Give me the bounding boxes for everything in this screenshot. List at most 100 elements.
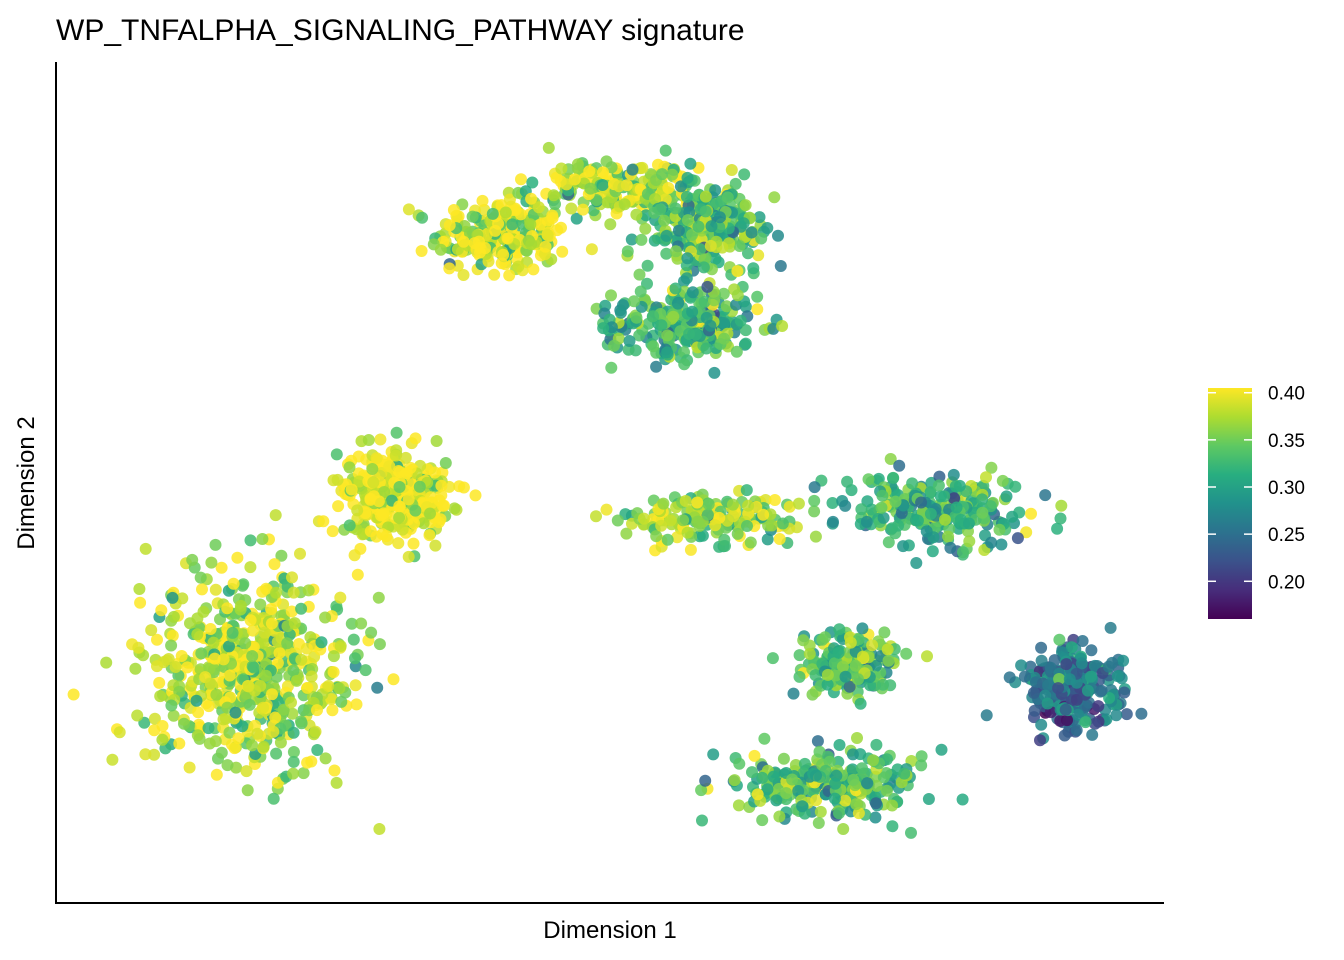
- data-point: [765, 519, 778, 532]
- data-point: [882, 654, 895, 667]
- data-point: [753, 211, 766, 224]
- data-point: [613, 180, 625, 193]
- data-point: [215, 561, 228, 574]
- data-point: [195, 647, 208, 660]
- data-point: [1056, 646, 1068, 659]
- data-point: [620, 527, 633, 540]
- data-point: [806, 688, 819, 701]
- data-point: [898, 767, 911, 780]
- data-point: [274, 736, 287, 749]
- data-point: [755, 232, 768, 245]
- data-point: [402, 493, 415, 506]
- colorbar-tick-label: 0.20: [1268, 572, 1305, 593]
- data-point: [878, 626, 891, 639]
- data-point: [905, 826, 917, 839]
- data-point: [639, 222, 652, 235]
- data-point: [597, 166, 609, 179]
- data-point: [257, 701, 270, 714]
- data-point: [169, 661, 182, 673]
- data-point: [856, 762, 868, 775]
- data-point: [980, 471, 992, 484]
- data-point: [677, 514, 690, 527]
- data-point: [812, 817, 825, 829]
- data-point: [469, 489, 482, 502]
- data-point: [728, 774, 741, 787]
- data-point: [821, 668, 834, 681]
- data-point: [345, 483, 358, 496]
- data-point: [304, 631, 317, 644]
- data-point: [506, 218, 519, 231]
- data-point: [738, 168, 751, 181]
- data-point: [671, 531, 684, 544]
- data-point: [365, 626, 378, 639]
- data-point: [190, 694, 203, 707]
- data-point: [565, 202, 578, 215]
- data-point: [915, 759, 928, 772]
- data-point: [751, 788, 764, 801]
- data-point: [841, 475, 854, 488]
- data-point: [539, 240, 552, 253]
- data-point: [287, 746, 300, 758]
- data-point: [654, 203, 667, 216]
- data-point: [996, 474, 1009, 487]
- data-point: [726, 498, 739, 511]
- data-point: [503, 269, 516, 282]
- colorbar-tick-label: 0.30: [1268, 478, 1305, 499]
- data-point: [331, 473, 344, 486]
- data-point: [862, 473, 875, 486]
- chart-title: WP_TNFALPHA_SIGNALING_PATHWAY signature: [56, 14, 745, 47]
- data-point: [67, 688, 80, 701]
- data-point: [294, 547, 306, 560]
- data-point: [768, 494, 781, 506]
- data-point: [457, 235, 470, 248]
- data-point: [488, 268, 501, 281]
- data-point: [281, 637, 294, 650]
- data-point: [1035, 718, 1048, 731]
- data-point: [626, 163, 639, 176]
- data-point: [430, 435, 443, 447]
- data-point: [944, 541, 957, 554]
- data-point: [166, 629, 179, 642]
- data-point: [497, 248, 510, 261]
- data-point: [217, 713, 230, 726]
- data-point: [672, 224, 685, 237]
- data-point: [739, 199, 752, 212]
- data-point: [827, 515, 839, 528]
- data-point: [733, 757, 746, 770]
- data-point: [634, 285, 647, 298]
- data-point: [343, 461, 356, 474]
- data-point: [985, 536, 998, 549]
- data-point: [1052, 682, 1065, 695]
- data-point: [173, 737, 186, 750]
- data-point: [789, 759, 802, 771]
- data-point: [681, 526, 694, 539]
- data-point: [701, 508, 714, 521]
- data-point: [375, 467, 388, 479]
- data-point: [1117, 654, 1130, 667]
- data-point: [192, 706, 205, 719]
- data-point: [240, 765, 253, 778]
- data-point: [717, 287, 730, 300]
- data-point: [713, 211, 726, 224]
- data-point: [811, 735, 824, 748]
- data-point: [906, 477, 919, 490]
- data-point: [924, 486, 937, 499]
- x-axis-label: Dimension 1: [543, 917, 676, 944]
- data-point: [227, 577, 240, 590]
- data-point: [681, 214, 694, 227]
- data-point: [1027, 686, 1040, 699]
- data-point: [196, 583, 208, 596]
- data-point: [370, 452, 383, 465]
- data-point: [254, 680, 267, 692]
- data-point: [1085, 644, 1098, 657]
- data-point: [889, 495, 902, 508]
- data-point: [758, 732, 771, 745]
- data-point: [389, 449, 402, 462]
- data-point: [258, 626, 271, 639]
- data-point: [555, 162, 568, 175]
- data-point: [696, 814, 708, 827]
- data-point: [349, 652, 361, 665]
- data-point: [131, 709, 144, 722]
- data-point: [876, 489, 889, 502]
- data-point: [165, 639, 178, 652]
